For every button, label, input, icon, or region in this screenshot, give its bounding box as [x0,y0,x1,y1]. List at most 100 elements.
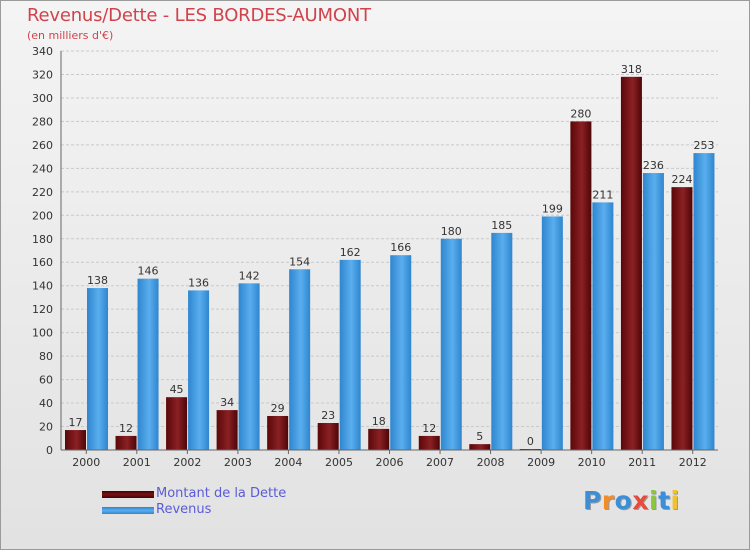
chart-subtitle: (en milliers d'€) [27,29,114,42]
x-tick-label: 2002 [173,456,201,469]
bar-revenue-2012 [693,153,715,451]
x-axis: 2000 2001 2002 2003 2004 2005 2006 2007 2008 2009… [61,449,718,469]
data-label-debt: 34 [220,396,234,409]
bar-revenue-2004 [289,269,311,450]
logo-letter: x [632,486,649,515]
legend: Montant de la Dette Revenus [102,487,286,519]
y-tick-label: 340 [32,45,53,58]
bar-revenue-2011 [642,173,664,450]
logo-letter: i [649,486,659,515]
y-tick-label: 100 [32,327,53,340]
y-tick-label: 20 [39,421,53,434]
y-tick-label: 160 [32,256,53,269]
proxiti-logo: Proxiti [583,486,680,515]
y-tick-label: 320 [32,68,53,81]
bar-revenue-2003 [238,283,260,450]
bar-debt-2005 [317,423,339,450]
bar-revenue-2000 [87,288,108,450]
bar-debt-2002 [166,397,188,450]
data-label-debt: 224 [671,173,692,186]
x-tick-label: 2012 [679,456,707,469]
y-tick-label: 120 [32,303,53,316]
y-tick-label: 300 [32,92,53,105]
data-label-revenue: 199 [542,202,563,215]
bar-revenue-2008 [491,232,513,450]
y-tick-label: 220 [32,186,53,199]
bar-debt-2006 [368,428,390,450]
bar-debt-2004 [267,415,289,450]
chart-title: Revenus/Dette - LES BORDES-AUMONT [27,5,371,26]
data-label-revenue: 162 [340,246,361,259]
bar-debt-2011 [620,76,642,450]
data-label-revenue: 180 [441,225,462,238]
bar-revenue-2009 [541,216,563,450]
y-tick-label: 0 [46,444,53,457]
x-tick-label: 2003 [224,456,252,469]
legend-swatch-dette [102,490,154,498]
data-label-debt: 45 [170,383,184,396]
y-tick-label: 280 [32,115,53,128]
y-tick-label: 200 [32,209,53,222]
bar-revenue-2001 [137,278,159,450]
y-tick-label: 140 [32,280,53,293]
data-labels: 17 138 12 146 45 136 34 142 29 154 23 162 18 166 12 180… [69,63,715,448]
data-label-debt: 18 [372,415,386,428]
data-label-debt: 12 [119,422,133,435]
data-label-revenue: 253 [693,139,714,152]
legend-item-revenus: Revenus [102,503,286,517]
y-tick-label: 240 [32,162,53,175]
y-tick-label: 180 [32,233,53,246]
x-tick-label: 2000 [72,456,100,469]
data-label-revenue: 211 [592,188,613,201]
data-label-debt: 318 [621,63,642,76]
y-tick-label: 60 [39,374,53,387]
bar-debt-2003 [216,410,238,450]
bar-debt-2000 [65,430,86,450]
logo-letter: t [658,486,671,515]
legend-label-dette: Montant de la Dette [156,486,287,501]
bar-debt-2008 [469,444,491,450]
x-tick-label: 2001 [123,456,151,469]
bar-debt-2001 [115,435,137,450]
data-label-debt: 5 [476,430,483,443]
data-label-revenue: 154 [289,255,310,268]
data-label-debt: 280 [570,107,591,120]
bar-debt-2010 [570,121,592,450]
x-tick-label: 2006 [376,456,404,469]
data-label-revenue: 166 [390,241,411,254]
y-axis: 0 20 40 60 80 100 120 140 160 180 200 220 240 260 280 3… [32,45,62,457]
data-label-revenue: 142 [239,269,260,282]
legend-swatch-revenus [102,506,154,514]
y-tick-label: 80 [39,350,53,363]
logo-letter: o [614,486,633,515]
bar-debt-2012 [671,187,693,451]
x-tick-label: 2005 [325,456,353,469]
legend-item-dette: Montant de la Dette [102,487,286,501]
data-label-debt: 29 [271,402,285,415]
data-label-debt: 17 [69,416,83,429]
data-label-debt: 12 [422,422,436,435]
data-label-revenue: 146 [138,265,159,278]
y-tick-label: 260 [32,139,53,152]
x-tick-label: 2009 [527,456,555,469]
logo-letter: i [670,486,680,515]
y-tick-label: 40 [39,397,53,410]
data-label-revenue: 185 [491,219,512,232]
chart-bars [65,76,715,451]
bar-revenue-2010 [592,202,614,450]
bar-revenue-2007 [440,238,462,450]
x-tick-label: 2011 [628,456,656,469]
bar-revenue-2002 [188,290,210,450]
x-tick-label: 2010 [578,456,606,469]
data-label-revenue: 136 [188,276,209,289]
x-tick-label: 2004 [274,456,302,469]
data-label-debt: 23 [321,409,335,422]
bar-revenue-2005 [339,259,361,450]
bar-debt-2007 [418,435,440,450]
x-tick-label: 2007 [426,456,454,469]
data-label-revenue: 138 [87,274,108,287]
logo-letter: r [601,486,615,515]
data-label-debt: 0 [527,435,534,448]
legend-label-revenus: Revenus [156,502,212,517]
